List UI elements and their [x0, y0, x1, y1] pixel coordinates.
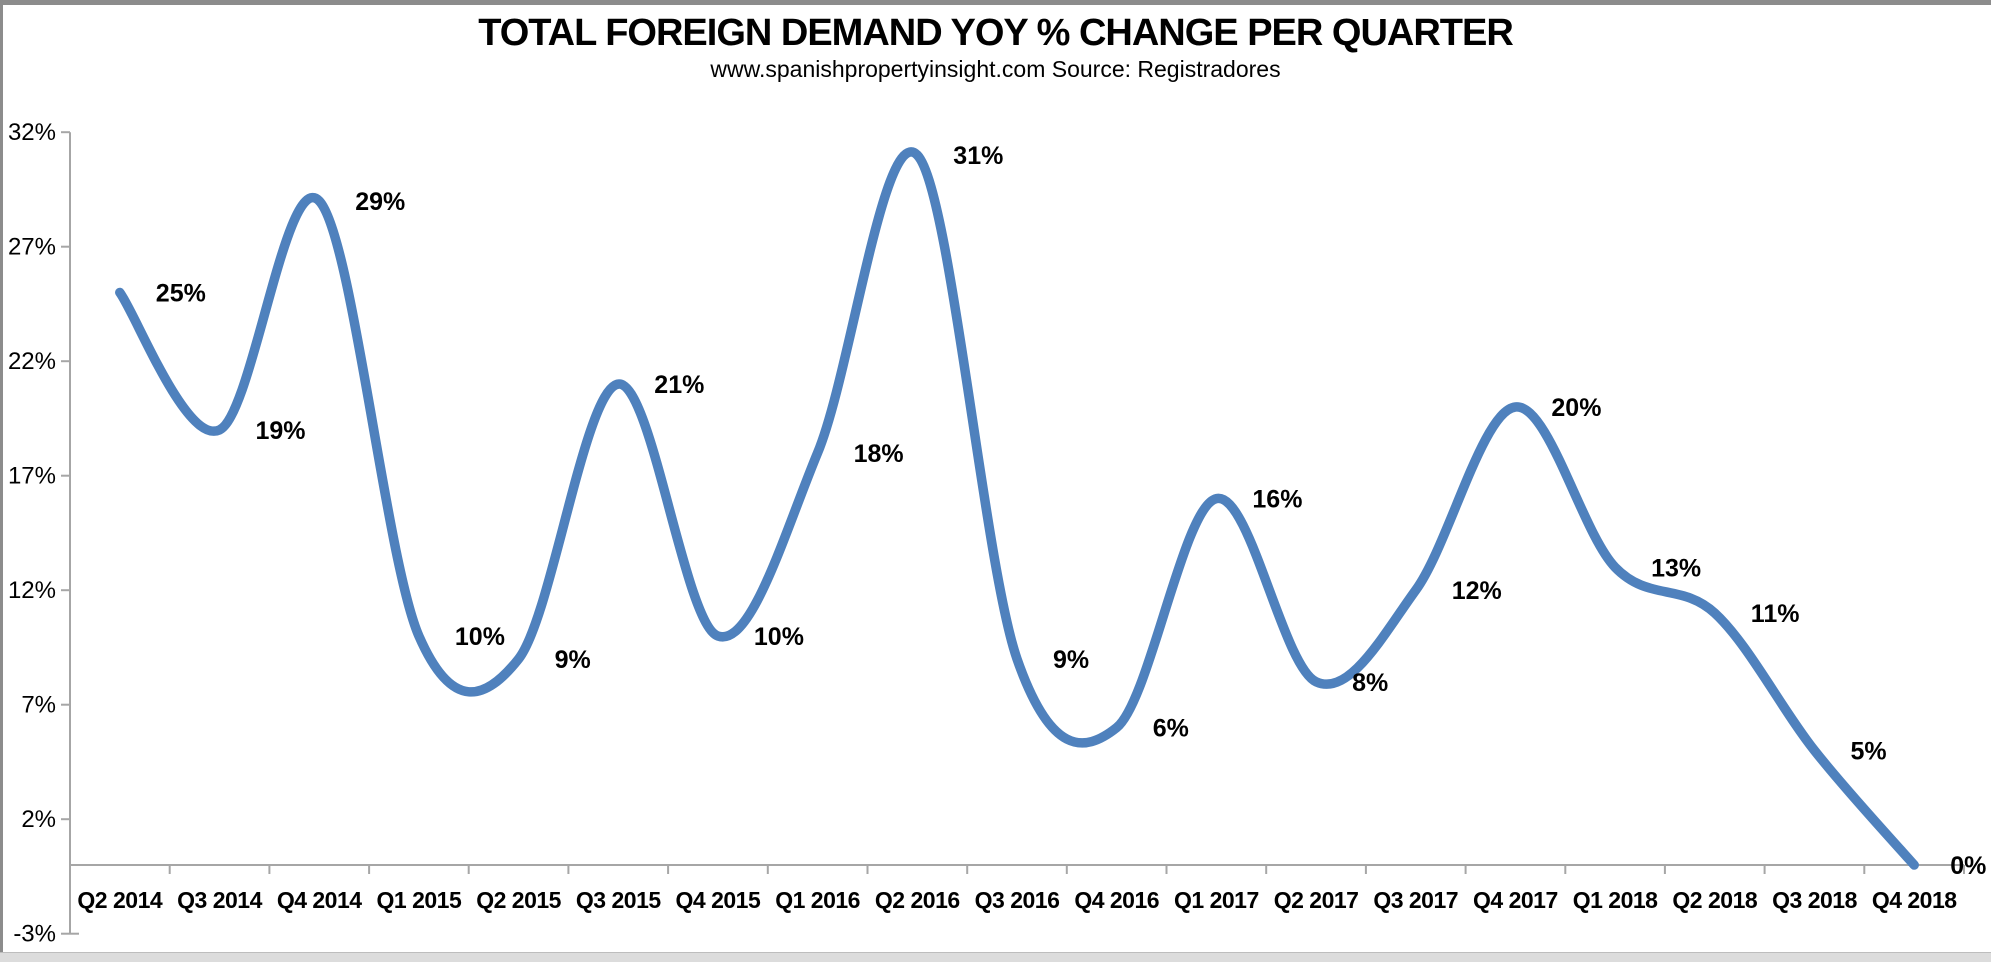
data-label: 13% [1651, 554, 1701, 582]
data-label: 5% [1851, 738, 1887, 766]
data-label: 18% [854, 440, 904, 468]
data-label: 11% [1751, 600, 1800, 628]
data-label: 0% [1950, 852, 1986, 880]
window-top-border [0, 0, 1991, 5]
data-label: 25% [156, 280, 206, 308]
x-axis-label: Q4 2018 [1872, 887, 1957, 913]
data-label: 10% [754, 623, 804, 651]
x-axis-label: Q1 2016 [775, 887, 860, 913]
x-axis-label: Q4 2017 [1473, 887, 1558, 913]
y-axis-label: -3% [13, 921, 56, 948]
x-axis-label: Q2 2018 [1672, 887, 1757, 913]
data-label: 9% [555, 646, 591, 674]
y-axis-label: 17% [8, 463, 56, 490]
x-axis-label: Q1 2015 [377, 887, 462, 913]
x-axis-label: Q2 2015 [476, 887, 561, 913]
data-label: 9% [1053, 646, 1089, 674]
x-axis-label: Q2 2014 [77, 887, 162, 913]
x-axis-label: Q3 2018 [1772, 887, 1857, 913]
data-label: 31% [953, 142, 1003, 170]
x-axis-label: Q2 2017 [1274, 887, 1359, 913]
data-label: 19% [256, 417, 306, 445]
y-axis-label: 32% [8, 119, 56, 146]
demand-line-series [115, 147, 1919, 870]
y-axis-label: 7% [21, 692, 56, 719]
x-axis-label: Q4 2015 [676, 887, 761, 913]
data-label: 21% [654, 371, 704, 399]
data-label: 12% [1452, 577, 1502, 605]
y-axis-label: 27% [8, 234, 56, 261]
window-bottom-strip [0, 952, 1991, 962]
y-axis-label: 2% [21, 806, 56, 833]
x-axis-label: Q3 2017 [1373, 887, 1458, 913]
data-label: 6% [1153, 715, 1189, 743]
chart-title: TOTAL FOREIGN DEMAND YOY % CHANGE PER QU… [478, 12, 1514, 54]
data-label: 16% [1252, 486, 1302, 514]
data-label: 20% [1551, 394, 1601, 422]
x-axis-label: Q4 2014 [277, 887, 362, 913]
x-axis-label: Q4 2016 [1074, 887, 1159, 913]
y-axis-label: 22% [8, 348, 56, 375]
x-axis-label: Q3 2015 [576, 887, 661, 913]
x-axis-label: Q3 2016 [975, 887, 1060, 913]
x-axis-label: Q3 2014 [177, 887, 262, 913]
x-axis-label: Q2 2016 [875, 887, 960, 913]
data-label: 29% [355, 188, 405, 216]
y-axis-label: 12% [8, 577, 56, 604]
data-label: 10% [455, 623, 505, 651]
x-axis-label: Q1 2018 [1573, 887, 1658, 913]
data-label: 8% [1352, 669, 1388, 697]
window-left-border [0, 5, 3, 952]
x-axis-label: Q1 2017 [1174, 887, 1259, 913]
chart-subtitle: www.spanishpropertyinsight.com Source: R… [710, 56, 1281, 82]
